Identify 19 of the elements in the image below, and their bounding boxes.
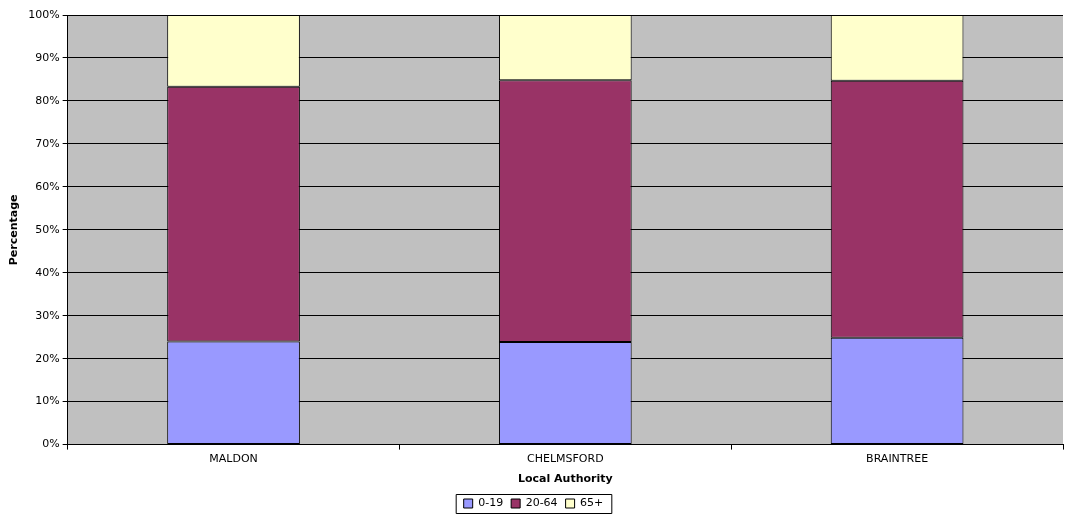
x-tick-label: BRAINTREE <box>866 452 929 466</box>
legend-label: 65+ <box>580 496 604 510</box>
y-tick-label: 80% <box>35 93 60 107</box>
y-tick-label: 50% <box>35 222 60 236</box>
y-axis-title: Percentage <box>7 194 21 266</box>
y-tick-label: 70% <box>35 136 60 150</box>
x-tick-label: MALDON <box>209 452 258 466</box>
y-tick-label: 10% <box>35 394 60 408</box>
y-tick-label: 20% <box>35 351 60 365</box>
x-axis-title: Local Authority <box>517 472 613 486</box>
y-tick-label: 40% <box>35 265 60 279</box>
y-tick-label: 0% <box>42 437 60 451</box>
x-tick-label: CHELMSFORD <box>527 452 604 466</box>
legend-label: 0-19 <box>478 496 504 510</box>
legend-label: 20-64 <box>525 496 558 510</box>
y-tick-label: 60% <box>35 179 60 193</box>
y-tick-label: 90% <box>35 50 60 64</box>
y-tick-label: 100% <box>28 7 60 21</box>
y-tick-label: 30% <box>35 308 60 322</box>
